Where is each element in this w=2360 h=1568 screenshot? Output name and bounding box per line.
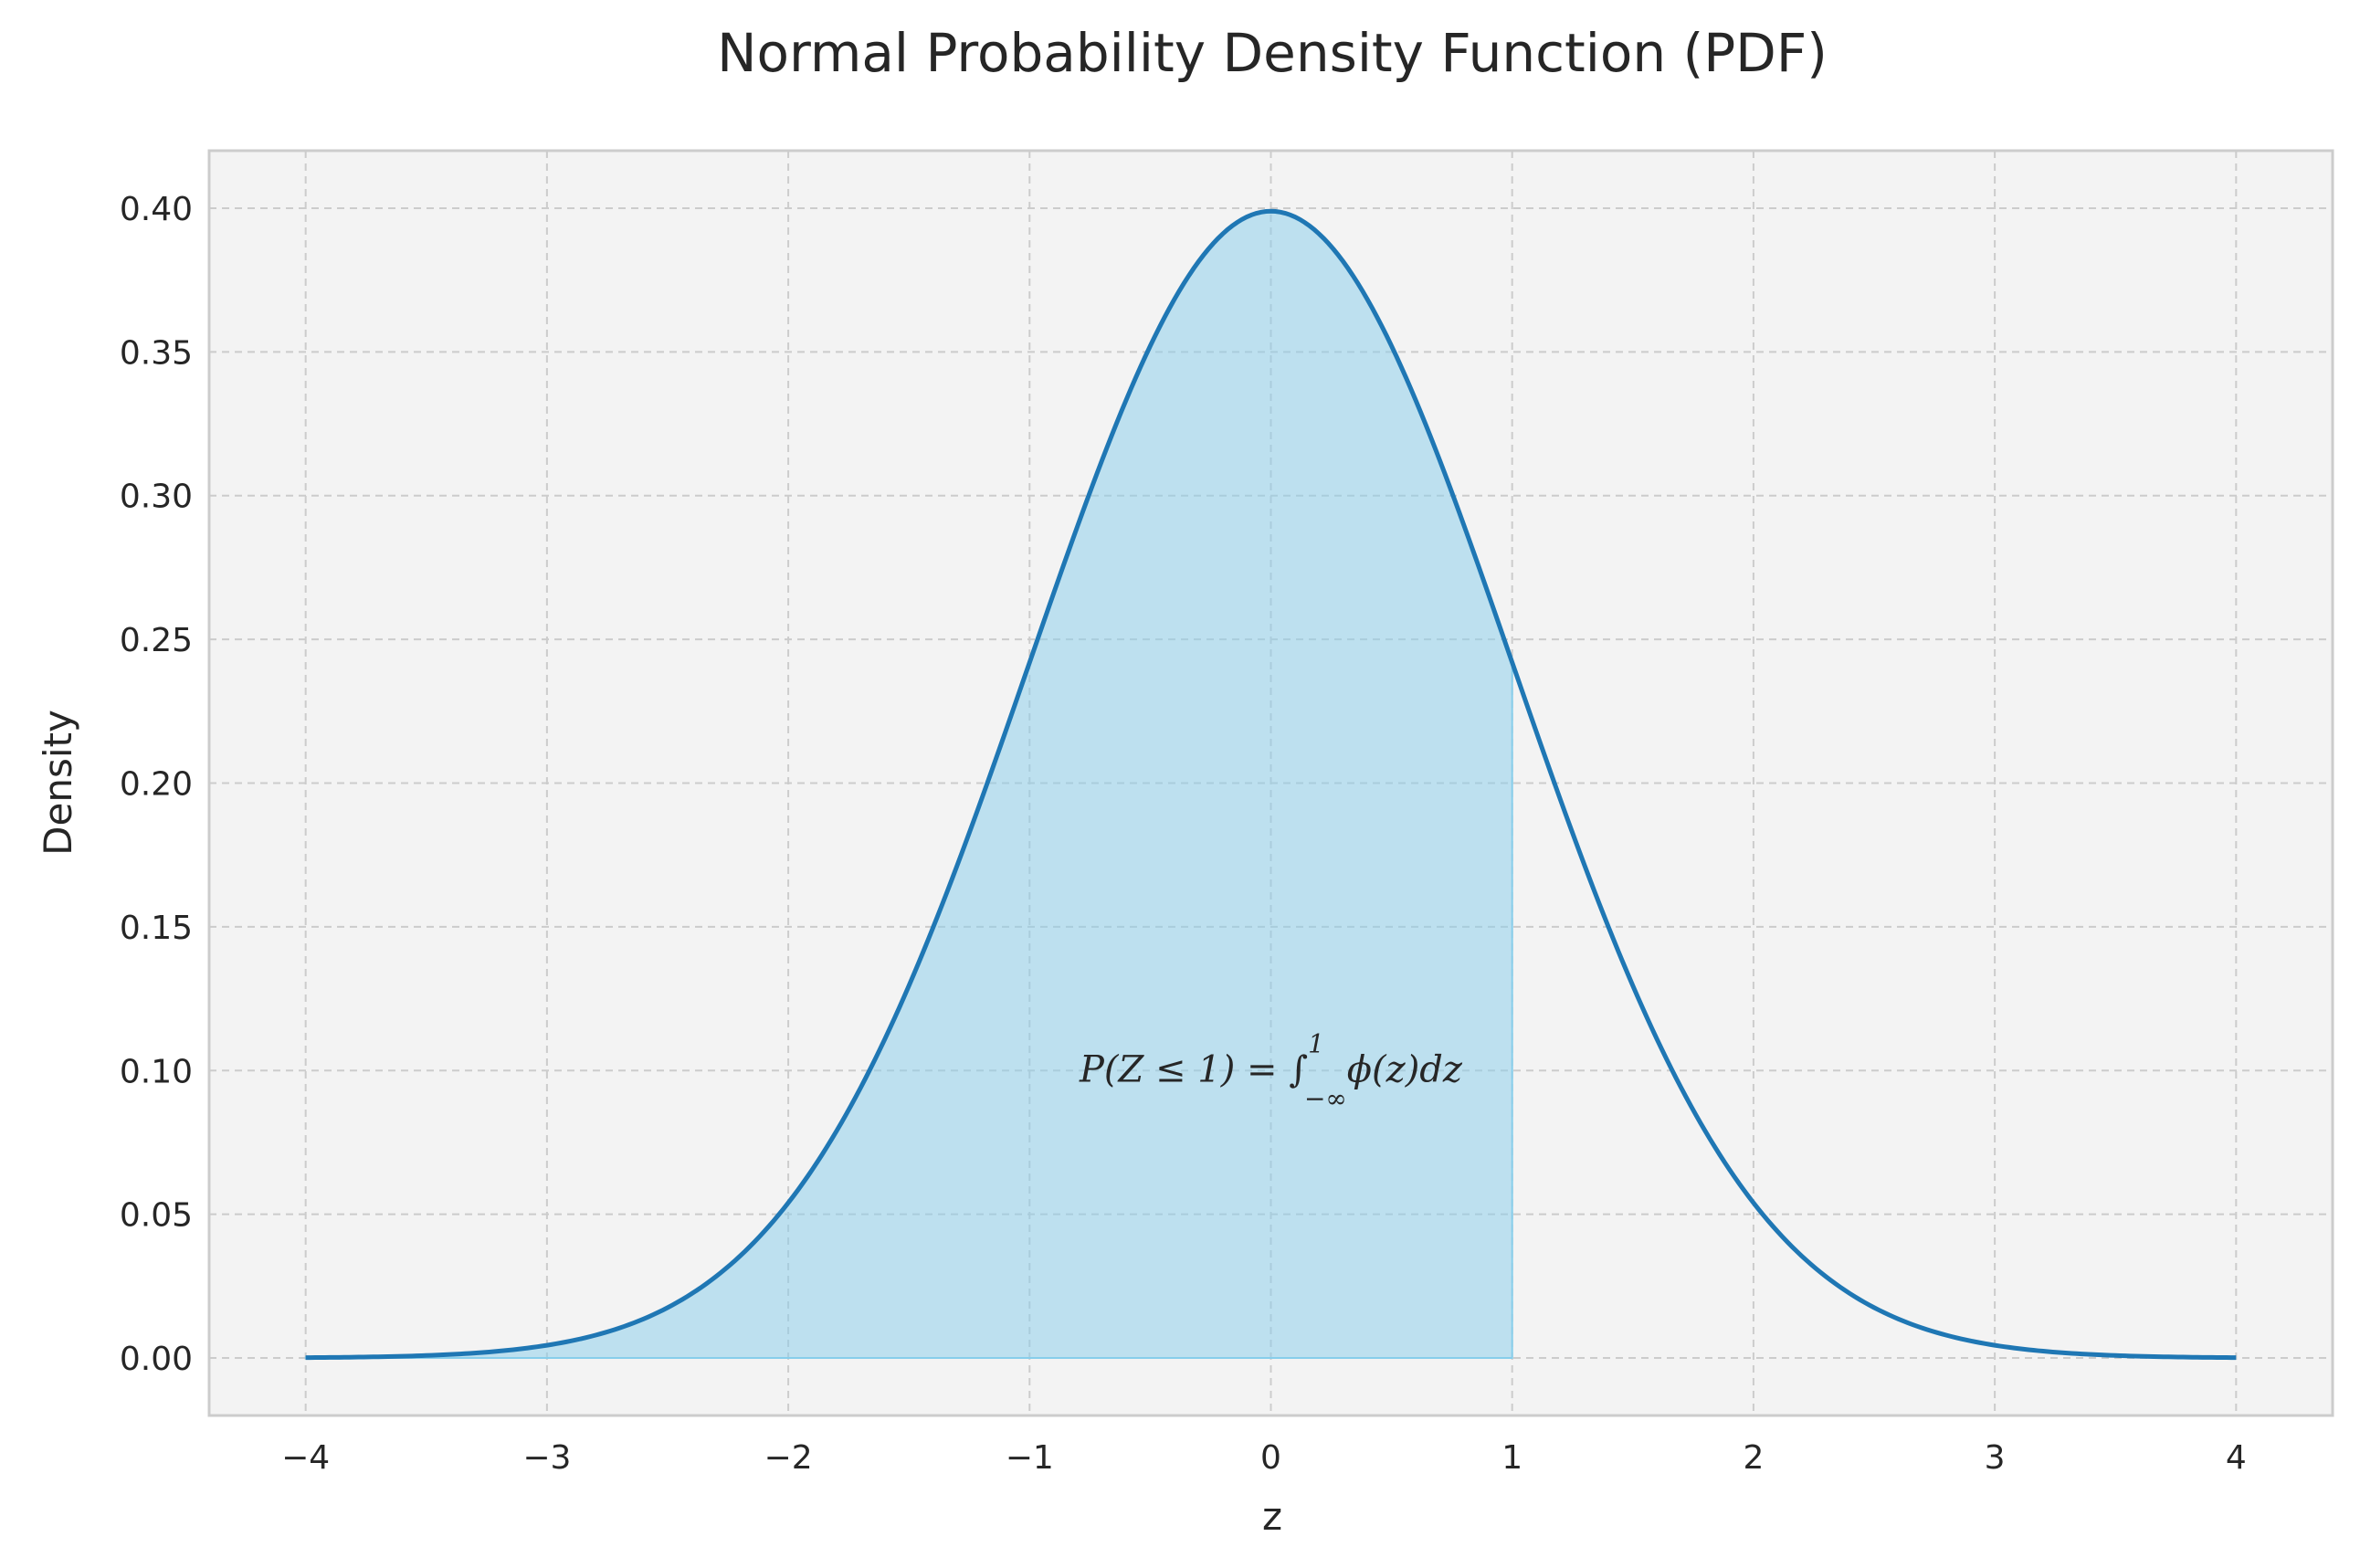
annotation-main: P(Z ≤ 1) = ∫ [1079, 1048, 1308, 1090]
x-tick-label: 2 [1743, 1439, 1764, 1477]
y-tick-label: 0.35 [120, 334, 193, 372]
x-tick-label: 4 [2226, 1439, 2247, 1477]
y-tick-label: 0.20 [120, 766, 193, 804]
pdf-line [305, 208, 2237, 1361]
x-axis-ticks: −4 −3 −2 −1 0 1 2 3 4 [281, 1439, 2247, 1477]
y-tick-label: 0.30 [120, 479, 193, 516]
annotation: P(Z ≤ 1) = ∫1 −∞ϕ(z)dz [1079, 1028, 1463, 1113]
y-tick-label: 0.10 [120, 1053, 193, 1090]
x-tick-label: −4 [281, 1439, 330, 1477]
x-tick-label: 3 [1985, 1439, 2006, 1477]
x-axis-label: z [1262, 1494, 1282, 1539]
annotation-tail: ϕ(z)dz [1347, 1048, 1463, 1090]
y-tick-label: 0.40 [120, 191, 193, 228]
x-tick-label: 1 [1501, 1439, 1522, 1477]
plot-frame [207, 149, 2334, 1417]
x-tick-label: 0 [1260, 1439, 1281, 1477]
y-tick-label: 0.25 [120, 622, 193, 659]
x-tick-label: −2 [764, 1439, 813, 1477]
y-tick-label: 0.15 [120, 910, 193, 947]
y-tick-label: 0.00 [120, 1341, 193, 1378]
annotation-sup: 1 [1308, 1028, 1324, 1058]
chart-title: Normal Probability Density Function (PDF… [717, 22, 1828, 84]
y-tick-label: 0.05 [120, 1197, 193, 1235]
y-axis-label: Density [36, 710, 80, 856]
x-tick-label: −3 [522, 1439, 571, 1477]
annotation-sub: −∞ [1304, 1083, 1347, 1113]
x-tick-label: −1 [1006, 1439, 1054, 1477]
y-axis-ticks: 0.00 0.05 0.10 0.15 0.20 0.25 0.30 0.35 0.40 [120, 191, 193, 1378]
